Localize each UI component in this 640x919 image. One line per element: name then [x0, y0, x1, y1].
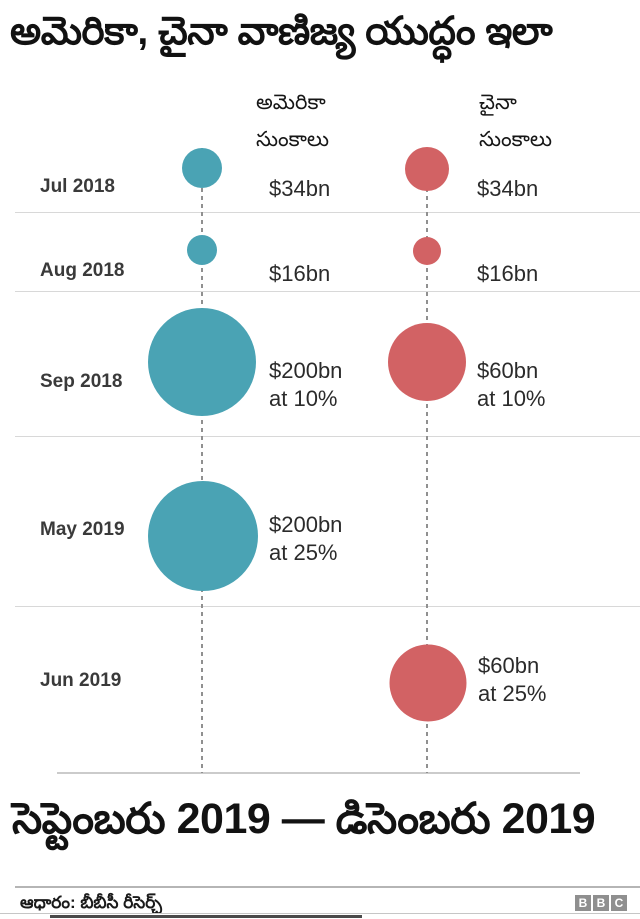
china-tariff-amount: $16bn [477, 261, 539, 286]
row-date-label: Sep 2018 [40, 371, 123, 392]
us-tariff-value: $16bn [269, 260, 330, 288]
china-tariff-rate: at 10% [477, 386, 546, 411]
us-tariff-value: $200bn at 10% [269, 357, 342, 413]
chart-title: అమెరికా, చైనా వాణిజ్య యుద్ధం ఇలా [10, 10, 553, 53]
us-dashed-guide-line [201, 148, 203, 773]
bottom-edge-dark-segment [50, 915, 362, 918]
row-date-label: Jul 2018 [40, 176, 115, 197]
china-tariff-value: $60bn at 10% [477, 357, 546, 413]
us-tariff-bubble [187, 235, 217, 265]
bbc-logo: B B C [575, 895, 627, 911]
us-column-header-line2: సుంకాలు [256, 128, 330, 151]
china-dashed-guide-line [426, 148, 428, 773]
us-column-header: అమెరికా సుంకాలు [256, 84, 329, 158]
us-tariff-bubble [148, 308, 256, 416]
us-tariff-value: $200bn at 25% [269, 511, 342, 567]
bbc-logo-letter: C [611, 895, 627, 911]
us-tariff-amount: $200bn [269, 512, 343, 537]
us-tariff-amount: $34bn [269, 176, 331, 201]
footer-separator [15, 886, 640, 888]
china-column-header: చైనా సుంకాలు [479, 84, 552, 158]
china-tariff-amount: $60bn [477, 358, 539, 383]
us-tariff-bubble [148, 481, 258, 591]
us-tariff-value: $34bn [269, 175, 330, 203]
bbc-logo-letter: B [593, 895, 609, 911]
row-separator [15, 291, 640, 292]
source-attribution: ఆధారం: బీబీసీ రీసెర్చ్ [20, 893, 162, 912]
us-tariff-rate: at 25% [269, 540, 338, 565]
row-date-label: Aug 2018 [40, 260, 125, 281]
row-date-label: May 2019 [40, 519, 125, 540]
bbc-logo-letter: B [575, 895, 591, 911]
period-heading: సెప్టెంబరు 2019 — డిసెంబరు 2019 [12, 795, 596, 843]
us-tariff-amount: $200bn [269, 358, 343, 383]
china-column-header-line2: సుంకాలు [479, 128, 553, 151]
china-tariff-amount: $34bn [477, 176, 539, 201]
china-tariff-rate: at 25% [478, 681, 547, 706]
row-separator [15, 212, 640, 213]
china-tariff-bubble [389, 644, 467, 722]
bottom-edge-line [0, 913, 640, 914]
china-tariff-bubble [405, 147, 449, 191]
china-tariff-value: $60bn at 25% [478, 652, 547, 708]
china-tariff-value: $16bn [477, 260, 538, 288]
us-column-header-line1: అమెరికా [256, 91, 326, 114]
row-separator [15, 436, 640, 437]
chart-bottom-line [57, 772, 580, 774]
china-tariff-bubble [388, 323, 466, 401]
us-tariff-amount: $16bn [269, 261, 331, 286]
row-separator [15, 606, 640, 607]
china-column-header-line1: చైనా [479, 91, 517, 114]
china-tariff-bubble [413, 237, 441, 265]
us-tariff-rate: at 10% [269, 386, 338, 411]
china-tariff-amount: $60bn [478, 653, 540, 678]
china-tariff-value: $34bn [477, 175, 538, 203]
row-date-label: Jun 2019 [40, 670, 122, 691]
us-tariff-bubble [182, 148, 222, 188]
